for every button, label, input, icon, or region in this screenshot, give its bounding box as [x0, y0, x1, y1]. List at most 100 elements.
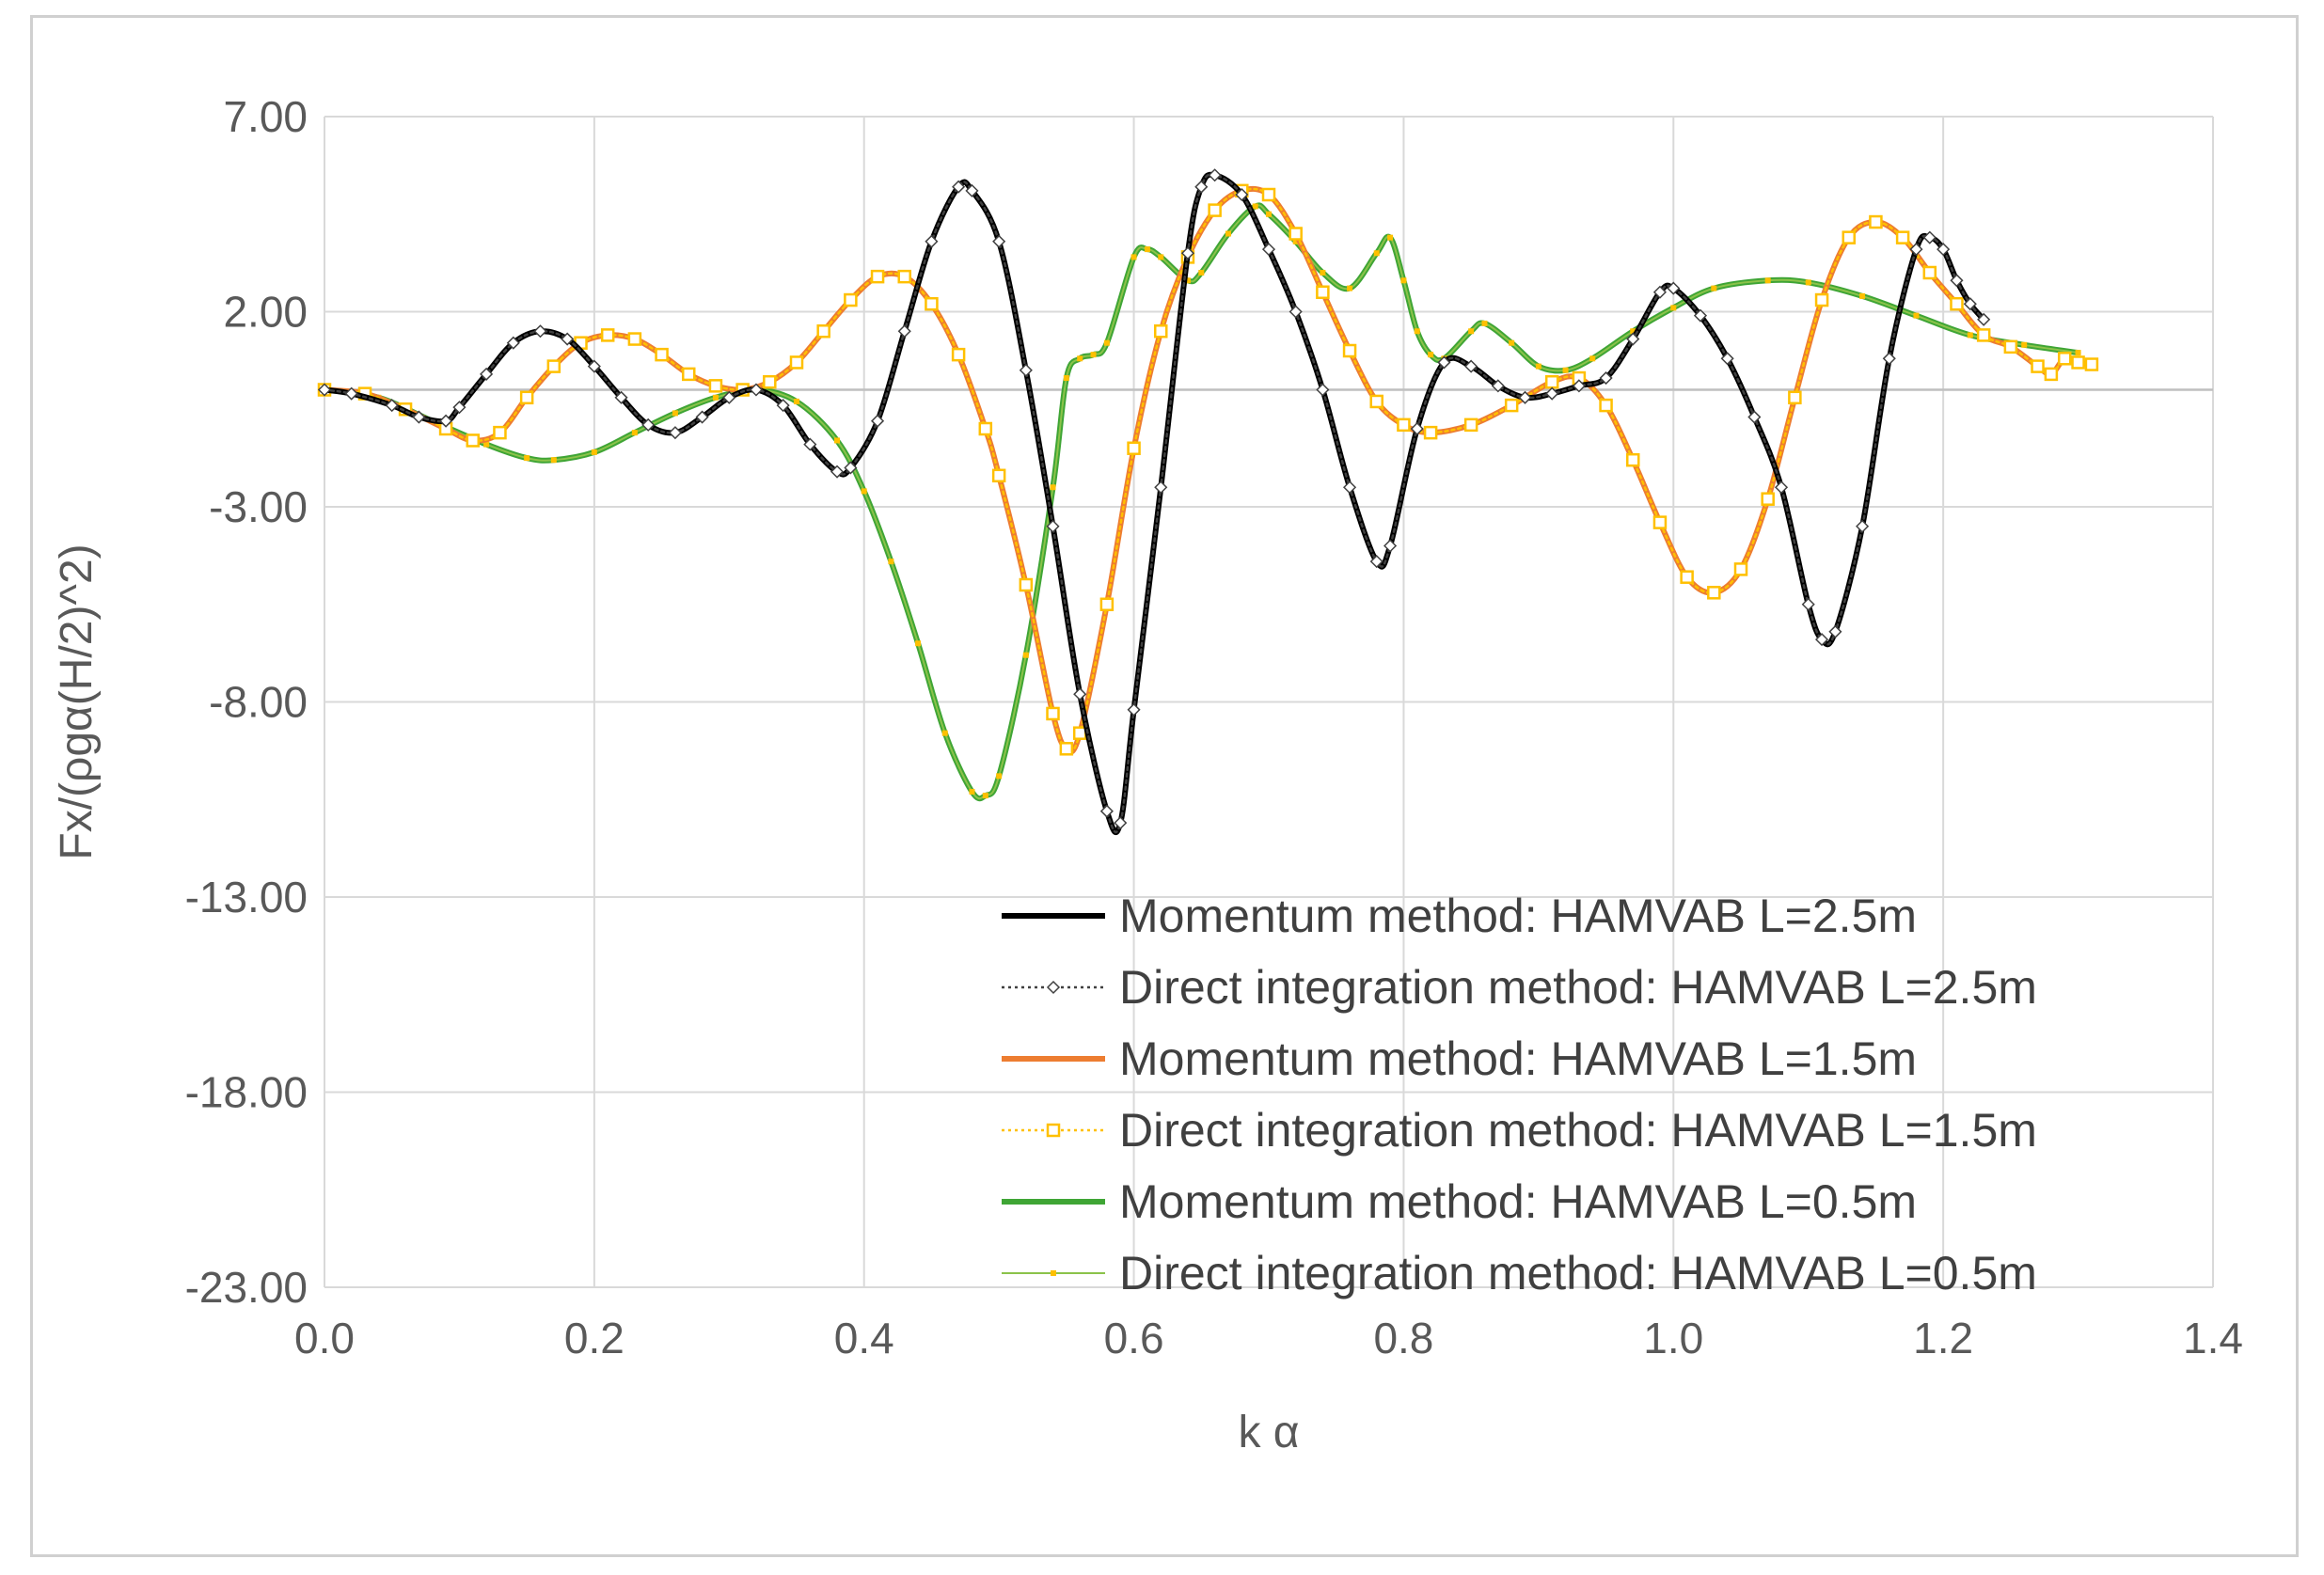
legend-label-1: Direct integration method: HAMVAB L=2.5m — [1119, 961, 2037, 1014]
series-3-point-42 — [1463, 417, 1478, 433]
series-3-point-46 — [1599, 398, 1613, 413]
series-3-point-36 — [1288, 227, 1303, 241]
series-1-point-16 — [749, 383, 764, 397]
series-line-2 — [322, 185, 2095, 755]
series-5-point-52 — [1764, 277, 1771, 284]
series-1-point-40 — [1316, 383, 1330, 397]
chart-legend: Momentum method: HAMVAB L=2.5m Direct int… — [1002, 890, 2037, 1299]
series-1-point-11 — [614, 390, 628, 404]
series-5-point-11 — [794, 398, 799, 404]
series-1-point-31 — [1114, 816, 1128, 830]
series-1-point-62 — [1856, 519, 1870, 533]
series-3-point-7 — [546, 359, 561, 373]
series-1 — [317, 168, 1991, 834]
series-1-point-22 — [897, 324, 911, 339]
series-5-point-46 — [1535, 363, 1541, 370]
series-1-point-35 — [1194, 180, 1209, 194]
x-tick-label-6: 1.2 — [1913, 1314, 1973, 1362]
series-5-point-29 — [1184, 277, 1191, 284]
series-1-point-9 — [561, 332, 575, 346]
series-1-point-2 — [385, 399, 399, 413]
series-1-point-21 — [870, 414, 885, 428]
legend-label-5: Direct integration method: HAMVAB L=0.5m — [1119, 1247, 2037, 1299]
series-line-3 — [323, 187, 2094, 753]
series-3-point-39 — [1369, 394, 1383, 409]
legend-marker-5 — [1051, 1270, 1056, 1276]
series-5-point-19 — [996, 773, 1003, 780]
series-3-point-44 — [1544, 374, 1559, 389]
series-5-point-13 — [861, 488, 867, 495]
x-tick-label-2: 0.4 — [834, 1314, 894, 1362]
series-1-point-69 — [1977, 312, 1991, 326]
series-1-point-68 — [1963, 297, 1977, 311]
series-line-1 — [323, 173, 1985, 834]
series-3-point-19 — [870, 269, 885, 284]
series-3-point-24 — [991, 468, 1006, 483]
y-tick-label-0: 7.00 — [223, 92, 308, 141]
y-axis-tick-labels: 7.00 2.00 -3.00 -8.00 -13.00 -18.00 -23.00 — [185, 92, 308, 1312]
series-1-point-50 — [1572, 379, 1586, 393]
legend-marker-3 — [1046, 1123, 1061, 1138]
series-3-point-47 — [1626, 452, 1640, 467]
series-5-point-3 — [483, 441, 490, 448]
y-tick-label-1: 2.00 — [223, 288, 308, 337]
series-1-point-65 — [1922, 230, 1937, 244]
series-1-point-1 — [344, 386, 358, 401]
series-1-point-53 — [1652, 285, 1668, 299]
series-3-point-49 — [1680, 570, 1694, 584]
series-5-point-6 — [591, 449, 597, 455]
series-3-point-12 — [682, 367, 696, 382]
series-3-point-65 — [2071, 355, 2085, 370]
series-1-point-8 — [533, 324, 547, 339]
series-3-point-35 — [1261, 187, 1276, 202]
series-5-point-50 — [1670, 305, 1677, 311]
series-3-point-62 — [2031, 359, 2045, 373]
series-3-point-37 — [1316, 285, 1330, 299]
series-5-point-35 — [1320, 270, 1326, 276]
series-1-point-14 — [695, 410, 709, 424]
series-1-point-32 — [1127, 702, 1141, 717]
series-5-point-37 — [1373, 250, 1380, 257]
x-tick-label-5: 1.0 — [1643, 1314, 1703, 1362]
series-1-point-7 — [506, 336, 520, 350]
series-5-point-23 — [1077, 355, 1083, 362]
series-1-point-6 — [480, 367, 494, 381]
series-5-point-58 — [2075, 350, 2081, 356]
x-tick-label-3: 0.6 — [1104, 1314, 1164, 1362]
series-1-point-4 — [439, 414, 453, 428]
series-5-point-14 — [888, 559, 894, 565]
series-1-point-39 — [1288, 305, 1303, 319]
series-5-point-55 — [1913, 312, 1920, 319]
legend-label-2: Momentum method: HAMVAB L=1.5m — [1119, 1032, 1917, 1085]
series-1-point-24 — [952, 180, 966, 194]
series-3-point-43 — [1504, 398, 1519, 413]
series-1-point-5 — [452, 401, 466, 415]
series-1-point-60 — [1814, 633, 1829, 647]
series-3-point-63 — [2044, 367, 2059, 382]
series-5-point-32 — [1252, 203, 1258, 210]
series-3-point-59 — [1950, 296, 1964, 311]
series-5-point-22 — [1063, 375, 1069, 382]
series-3-point-18 — [844, 292, 858, 307]
series-3-point-48 — [1652, 515, 1668, 529]
legend-label-0: Momentum method: HAMVAB L=2.5m — [1119, 890, 1917, 942]
series-5-point-28 — [1158, 254, 1164, 260]
series-3-point-20 — [897, 269, 911, 284]
series-1-point-28 — [1046, 519, 1060, 533]
x-axis-tick-labels: 0.0 0.2 0.4 0.6 0.8 1.0 1.2 1.4 — [294, 1314, 2243, 1362]
series-5-point-44 — [1481, 320, 1488, 326]
series-1-point-0 — [317, 383, 332, 397]
series-1-point-61 — [1828, 624, 1842, 638]
y-tick-label-6: -23.00 — [185, 1263, 308, 1312]
series-5-point-54 — [1859, 292, 1866, 299]
series-3-point-13 — [708, 379, 723, 393]
series-3-point-51 — [1733, 562, 1748, 576]
series-1-point-23 — [925, 234, 939, 248]
series-1-point-34 — [1180, 246, 1195, 260]
series-1-point-47 — [1491, 379, 1505, 393]
series-3-point-50 — [1707, 586, 1721, 600]
series-5-point-31 — [1225, 230, 1231, 237]
series-1-point-41 — [1342, 480, 1357, 495]
series-5-point-17 — [969, 788, 975, 795]
series-5-point-34 — [1292, 238, 1299, 244]
